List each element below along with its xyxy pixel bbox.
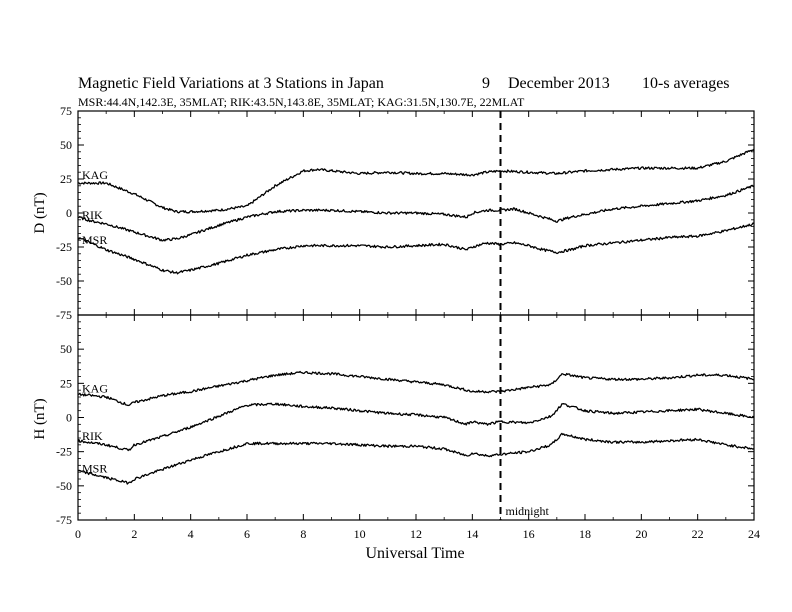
x-tick-label: 24 xyxy=(748,527,760,541)
panel-d-component: -75 -50 -25 0 25 50 75 KAG RIK MSR xyxy=(56,104,755,322)
series-line-msr xyxy=(77,222,755,275)
y-tick-label: 0 xyxy=(66,206,72,220)
chart-date-day: 9 xyxy=(482,75,490,92)
x-tick-label: 12 xyxy=(410,527,422,541)
y-tick-label: 25 xyxy=(60,376,72,390)
x-tick-label: 10 xyxy=(354,527,366,541)
series-line-msr xyxy=(77,432,755,485)
x-axis-label: Universal Time xyxy=(365,545,464,562)
x-tick-label: 2 xyxy=(131,527,137,541)
series-label-msr: MSR xyxy=(82,462,107,476)
y-tick-label: 25 xyxy=(60,172,72,186)
x-tick-label: 20 xyxy=(635,527,647,541)
y-tick-label: 0 xyxy=(66,411,72,425)
y-tick-label: 50 xyxy=(60,342,72,356)
y-tick-label: -75 xyxy=(56,513,72,527)
series-line-rik xyxy=(77,184,755,242)
x-tick-label: 4 xyxy=(188,527,194,541)
x-tick-label: 18 xyxy=(579,527,591,541)
series-label-rik: RIK xyxy=(82,429,103,443)
x-tick-label: 0 xyxy=(75,527,81,541)
chart-header: Magnetic Field Variations at 3 Stations … xyxy=(78,75,730,109)
series-line-rik xyxy=(77,402,755,452)
x-tick-label: 6 xyxy=(244,527,250,541)
x-tick-label: 8 xyxy=(300,527,306,541)
chart-averaging: 10-s averages xyxy=(642,75,730,92)
y-tick-label: 50 xyxy=(60,138,72,152)
y-tick-label: -75 xyxy=(56,308,72,322)
y-tick-label: -25 xyxy=(56,240,72,254)
y-tick-label: -25 xyxy=(56,445,72,459)
series-label-rik: RIK xyxy=(82,208,103,222)
series-label-kag: KAG xyxy=(82,382,108,396)
chart-date-monthyear: December 2013 xyxy=(508,75,610,92)
plot-frame xyxy=(77,314,755,521)
y-tick-label: 75 xyxy=(60,104,72,118)
series-label-kag: KAG xyxy=(82,168,108,182)
y-tick-label: -50 xyxy=(56,274,72,288)
chart-title: Magnetic Field Variations at 3 Stations … xyxy=(78,75,384,92)
series-line-kag xyxy=(77,148,755,214)
midnight-marker-label: midnight xyxy=(506,504,550,518)
x-tick-label: 14 xyxy=(466,527,478,541)
x-tick-label: 22 xyxy=(692,527,704,541)
bottom-y-axis-label: H (nT) xyxy=(32,398,48,439)
series-label-msr: MSR xyxy=(82,233,107,247)
y-tick-label: -50 xyxy=(56,479,72,493)
top-y-axis-label: D (nT) xyxy=(32,192,48,233)
series-line-kag xyxy=(77,370,755,407)
chart-stations-info: MSR:44.4N,142.3E, 35MLAT; RIK:43.5N,143.… xyxy=(78,95,525,109)
x-tick-label: 16 xyxy=(523,527,535,541)
